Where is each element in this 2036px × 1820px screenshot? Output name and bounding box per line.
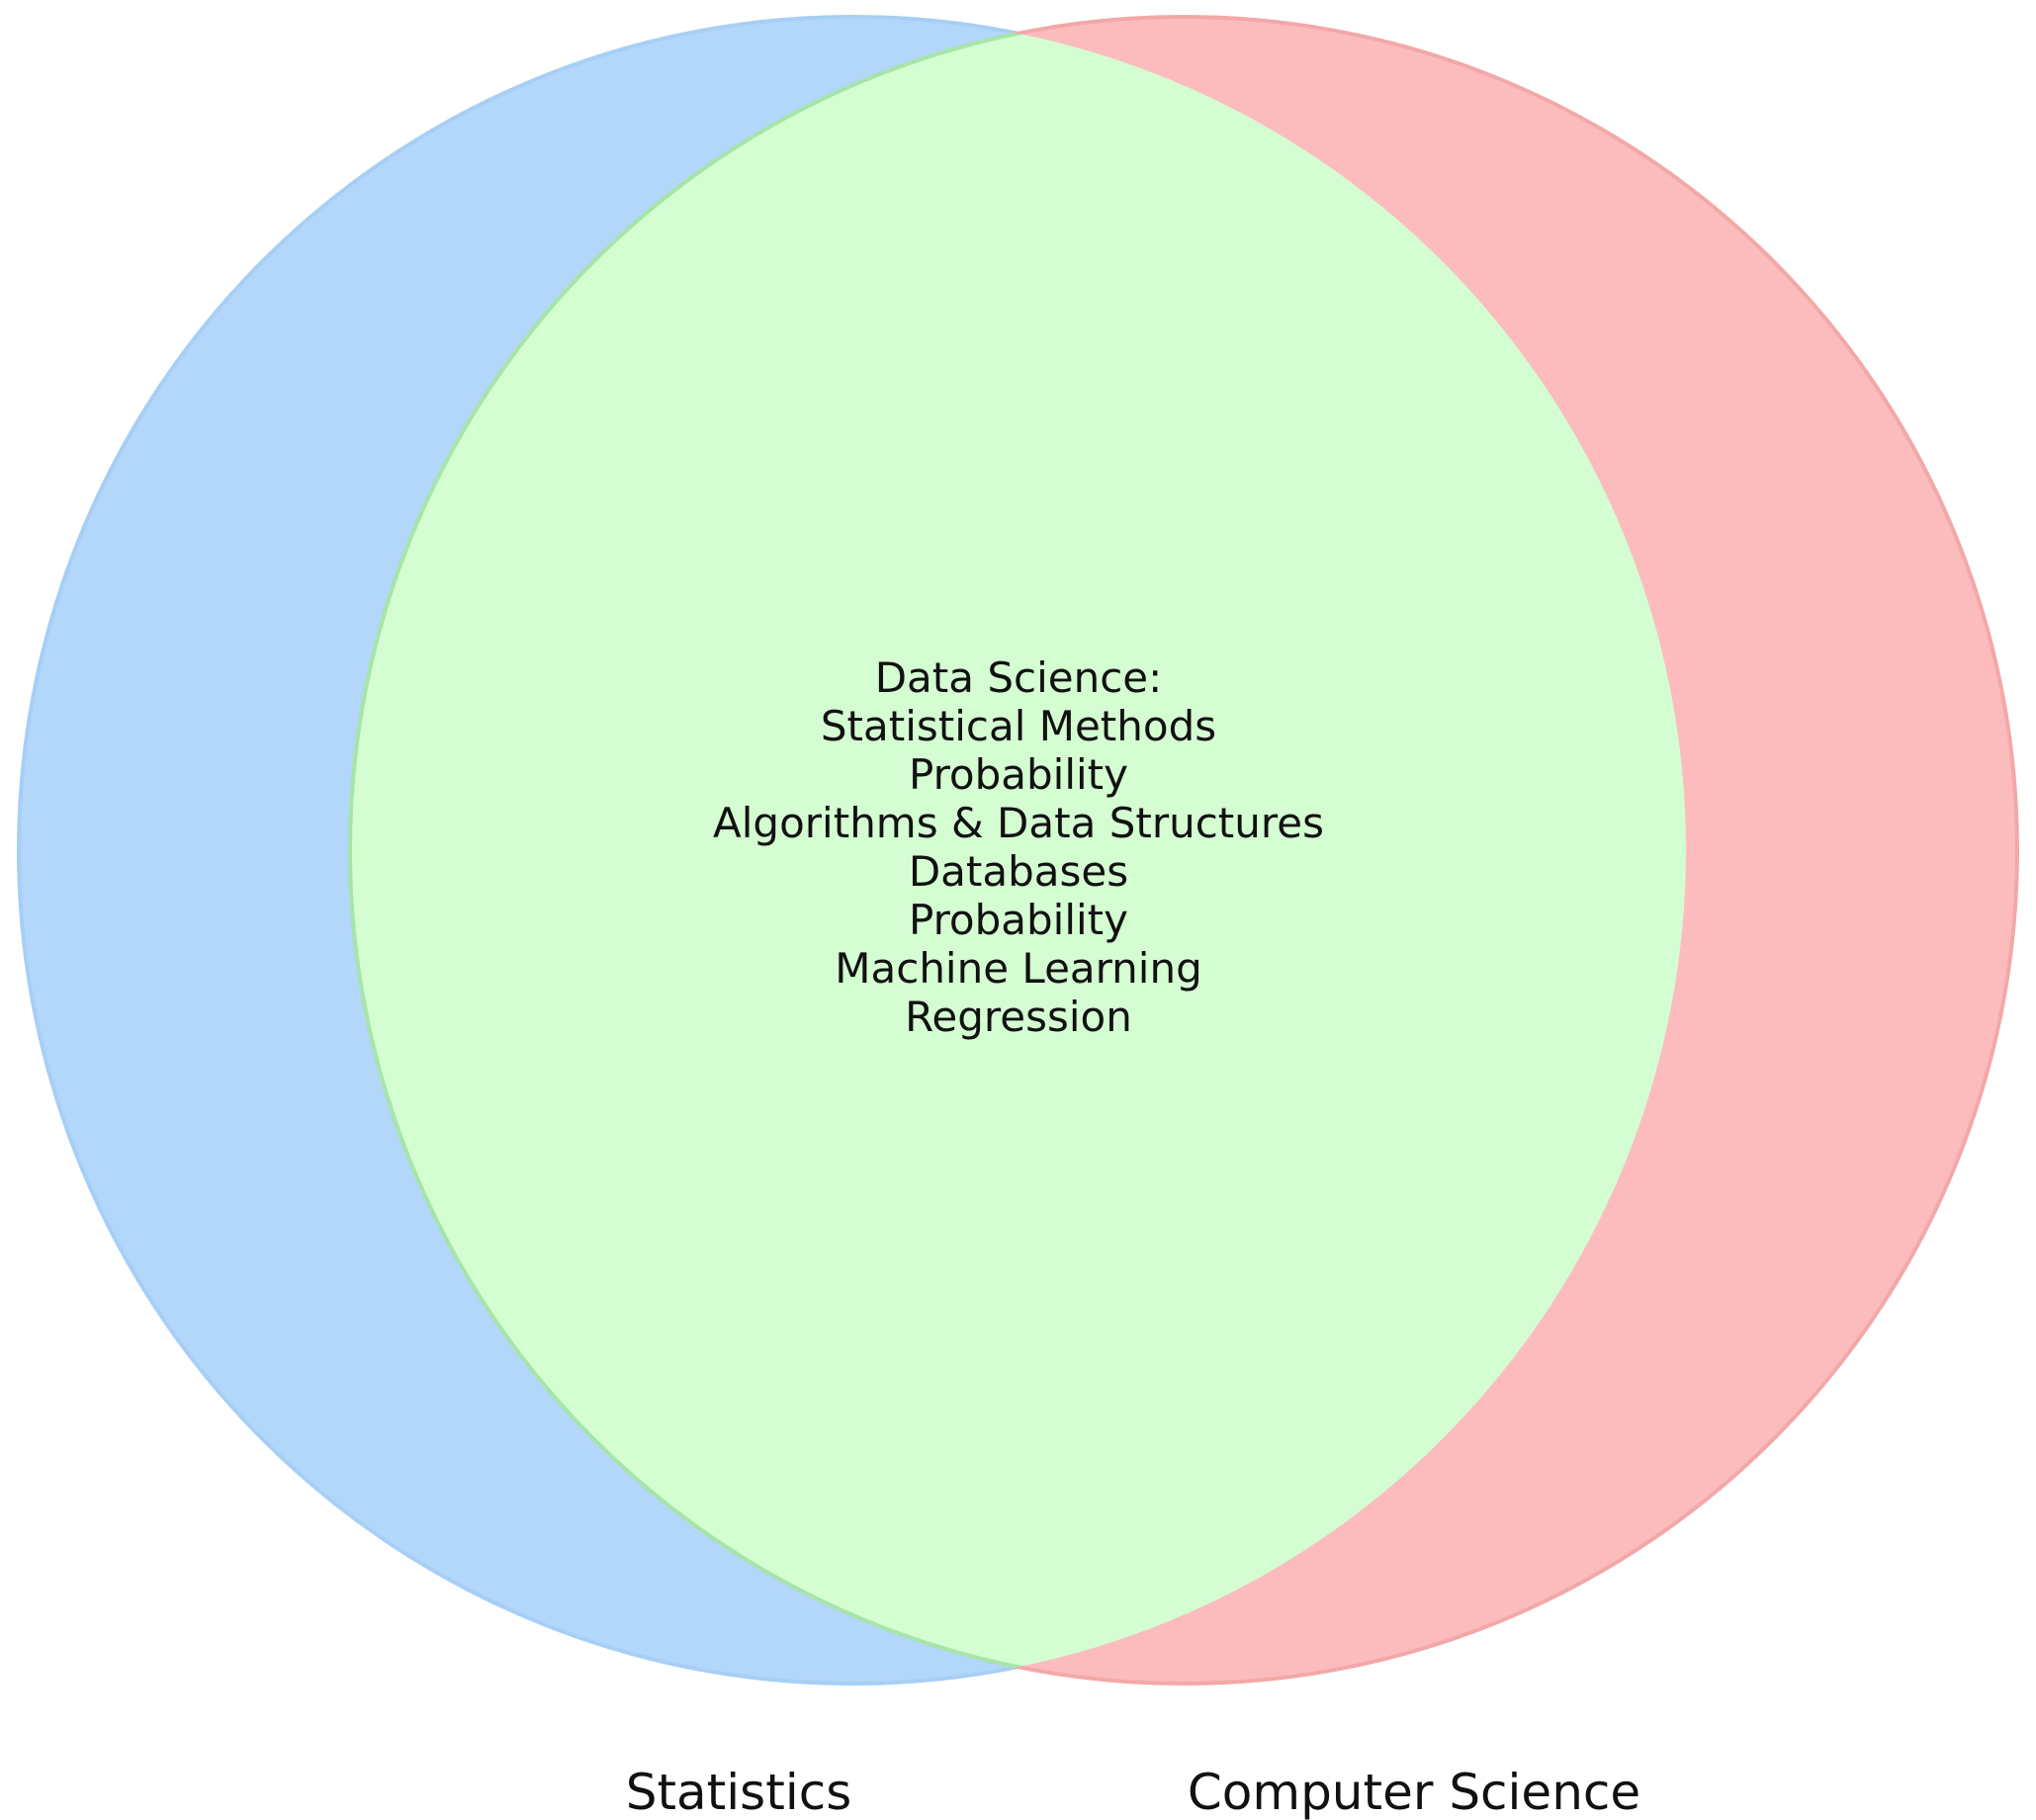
statistics-label: Statistics: [626, 1764, 852, 1820]
intersection-line-5: Probability: [909, 896, 1128, 944]
intersection-line-6: Machine Learning: [835, 944, 1202, 993]
computer-science-label: Computer Science: [1188, 1764, 1640, 1820]
intersection-line-2: Probability: [909, 750, 1128, 799]
intersection-line-4: Databases: [909, 847, 1128, 896]
intersection-line-0: Data Science:: [875, 653, 1163, 702]
intersection-text: Data Science: Statistical Methods Probab…: [713, 653, 1324, 1041]
intersection-line-3: Algorithms & Data Structures: [713, 799, 1324, 847]
intersection-line-1: Statistical Methods: [821, 702, 1216, 750]
intersection-line-7: Regression: [905, 993, 1132, 1041]
